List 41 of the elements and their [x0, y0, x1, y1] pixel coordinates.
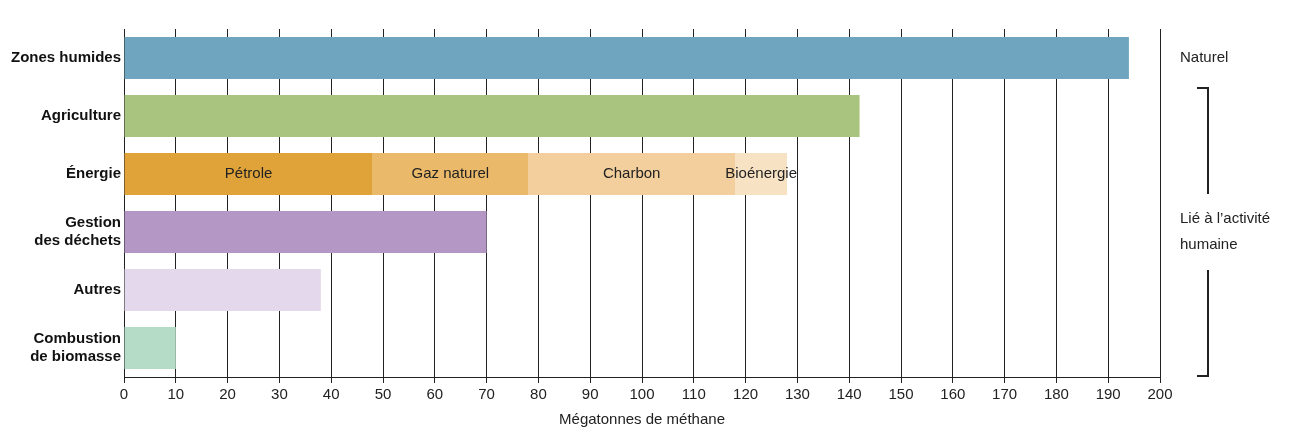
bar	[124, 269, 321, 311]
x-tick-label: 180	[1043, 385, 1069, 403]
x-axis-title: Mégatonnes de méthane	[559, 410, 725, 428]
x-tick-label: 90	[581, 385, 599, 403]
x-tick-label: 150	[888, 385, 914, 403]
y-tick-label: Zones humides	[10, 48, 122, 66]
x-tick-label: 0	[119, 385, 129, 403]
bar	[372, 153, 529, 195]
y-tick-label: Gestion des déchets	[34, 213, 122, 249]
x-tick-label: 200	[1147, 385, 1173, 403]
x-tick-label: 190	[1095, 385, 1121, 403]
x-tick-label: 20	[219, 385, 236, 403]
x-tick-label: 120	[733, 385, 759, 403]
x-tick-label: 130	[784, 385, 810, 403]
y-tick-label: Combustion de biomasse	[30, 329, 122, 365]
series-label: Gaz naturel	[411, 164, 490, 182]
x-tick-label: 30	[271, 385, 288, 403]
x-tick-label: 10	[167, 385, 185, 403]
bar	[124, 211, 487, 253]
y-tick-label: Autres	[73, 280, 122, 298]
bar	[124, 95, 860, 137]
x-tick-label: 40	[322, 385, 340, 403]
x-tick-label: 80	[530, 385, 547, 403]
x-tick-label: 100	[629, 385, 655, 403]
x-tick-label: 160	[940, 385, 966, 403]
x-tick-label: 50	[374, 385, 392, 403]
text: Lié à l’activité humaine	[1180, 209, 1271, 253]
x-tick-label: 70	[478, 385, 495, 403]
x-tick-label: 170	[992, 385, 1018, 403]
x-tick-label: 60	[426, 385, 444, 403]
series-label: Pétrole	[224, 164, 273, 182]
x-tick-label: 110	[681, 385, 706, 403]
bar	[124, 153, 373, 195]
series-label: Bioénergie	[725, 164, 798, 182]
series-label: Charbon	[602, 164, 661, 182]
text: Naturel	[1180, 48, 1229, 66]
bar	[124, 327, 176, 369]
y-tick-label: Agriculture	[41, 106, 122, 124]
y-tick-label: Énergie	[65, 164, 122, 182]
bar	[124, 37, 1129, 79]
x-tick-label: 140	[836, 385, 862, 403]
